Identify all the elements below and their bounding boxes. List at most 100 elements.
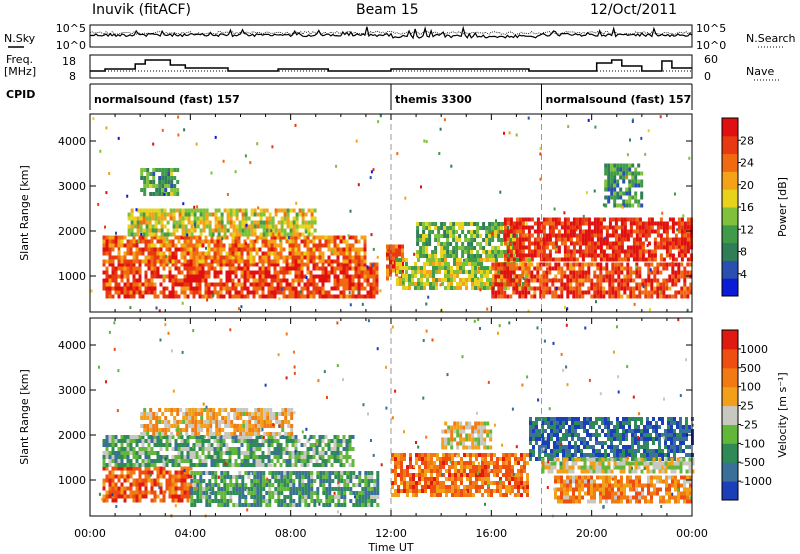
heatmap-cell: [150, 278, 154, 283]
heatmap-cell: [303, 435, 307, 439]
heatmap-cell: [114, 235, 118, 240]
heatmap-cell: [217, 216, 221, 221]
heatmap-cell: [117, 290, 121, 295]
heatmap-cell: [111, 262, 115, 267]
heatmap-cell: [578, 217, 582, 222]
heatmap-cell: [283, 495, 287, 499]
heatmap-cell: [452, 238, 456, 242]
heatmap-cell: [518, 249, 522, 254]
heatmap-cell: [304, 487, 308, 491]
heatmap-cell: [465, 282, 468, 286]
heatmap-cell: [683, 229, 687, 234]
heatmap-cell: [444, 258, 447, 262]
heatmap-cell: [545, 233, 549, 238]
heatmap-cell: [348, 463, 352, 467]
heatmap-cell: [207, 439, 211, 443]
heatmap-cell: [674, 282, 678, 287]
heatmap-cell: [208, 228, 212, 233]
heatmap-cell: [333, 447, 337, 451]
heatmap-cell: [239, 408, 243, 412]
heatmap-cell: [386, 256, 389, 261]
heatmap-cell: [219, 451, 223, 455]
heatmap-cell: [216, 435, 220, 439]
heatmap-cell: [689, 286, 693, 291]
heatmap-cell: [324, 243, 328, 248]
heatmap-cell: [140, 432, 144, 436]
heatmap-cell: [267, 294, 271, 299]
heatmap-cell: [345, 447, 349, 451]
heatmap-cell: [274, 475, 278, 479]
heatmap-cell: [295, 228, 299, 233]
heatmap-cell: [205, 503, 209, 507]
heatmap-cell: [403, 485, 406, 489]
heatmap-cell: [339, 455, 343, 459]
heatmap-cell: [626, 294, 630, 299]
heatmap-cell: [503, 262, 507, 267]
heatmap-cell: [644, 262, 648, 267]
heatmap-cell: [262, 487, 266, 491]
heatmap-cell: [461, 230, 465, 234]
heatmap-cell: [572, 286, 576, 291]
heatmap-cell: [191, 412, 195, 416]
heatmap-cell: [306, 239, 310, 244]
heatmap-cell: [188, 424, 192, 428]
heatmap-cell: [201, 262, 205, 267]
heatmap-cell: [566, 233, 570, 238]
heatmap-cell: [102, 235, 106, 240]
heatmap-cell: [503, 233, 507, 238]
heatmap-cell: [294, 251, 298, 256]
heatmap-cell: [123, 259, 127, 264]
heatmap-cell: [668, 294, 672, 299]
heatmap-cell: [276, 282, 280, 287]
heatmap-cell: [198, 290, 202, 295]
heatmap-cell: [254, 412, 258, 416]
heatmap-cell: [339, 282, 343, 287]
heatmap-cell: [503, 229, 507, 234]
heatmap-cell: [310, 475, 314, 479]
heatmap-cell: [192, 266, 196, 271]
heatmap-cell: [237, 294, 241, 299]
heatmap-cell: [276, 251, 280, 256]
heatmap-cell: [236, 408, 240, 412]
heatmap-cell: [192, 451, 196, 455]
heatmap-cell: [650, 270, 654, 275]
heatmap-cell: [201, 447, 205, 451]
heatmap-cell: [219, 243, 223, 248]
heatmap-cell: [635, 253, 639, 258]
heatmap-cell: [244, 220, 248, 225]
scatter-cell: [511, 242, 514, 246]
heatmap-cell: [303, 451, 307, 455]
heatmap-cell: [240, 443, 244, 447]
heatmap-cell: [264, 266, 268, 271]
heatmap-cell: [509, 274, 513, 279]
heatmap-cell: [268, 216, 272, 221]
heatmap-cell: [307, 487, 311, 491]
heatmap-cell: [170, 424, 174, 428]
heatmap-cell: [266, 424, 270, 428]
heatmap-cell: [563, 249, 567, 254]
heatmap-cell: [192, 247, 196, 252]
heatmap-cell: [170, 176, 174, 180]
heatmap-cell: [575, 270, 579, 275]
heatmap-cell: [656, 225, 660, 230]
heatmap-cell: [262, 471, 266, 475]
heatmap-cell: [273, 274, 277, 279]
heatmap-cell: [321, 286, 325, 291]
heatmap-cell: [114, 255, 118, 260]
heatmap-cell: [219, 259, 223, 264]
heatmap-cell: [267, 435, 271, 439]
heatmap-cell: [222, 286, 226, 291]
heatmap-cell: [449, 254, 453, 258]
heatmap-cell: [126, 274, 130, 279]
heatmap-cell: [337, 483, 341, 487]
heatmap-cell: [485, 254, 489, 258]
heatmap-cell: [168, 478, 172, 483]
heatmap-cell: [180, 278, 184, 283]
heatmap-cell: [300, 443, 304, 447]
heatmap-cell: [623, 257, 627, 262]
heatmap-cell: [246, 435, 250, 439]
heatmap-cell: [210, 255, 214, 260]
heatmap-cell: [587, 229, 591, 234]
heatmap-cell: [623, 233, 627, 238]
heatmap-cell: [405, 266, 408, 270]
